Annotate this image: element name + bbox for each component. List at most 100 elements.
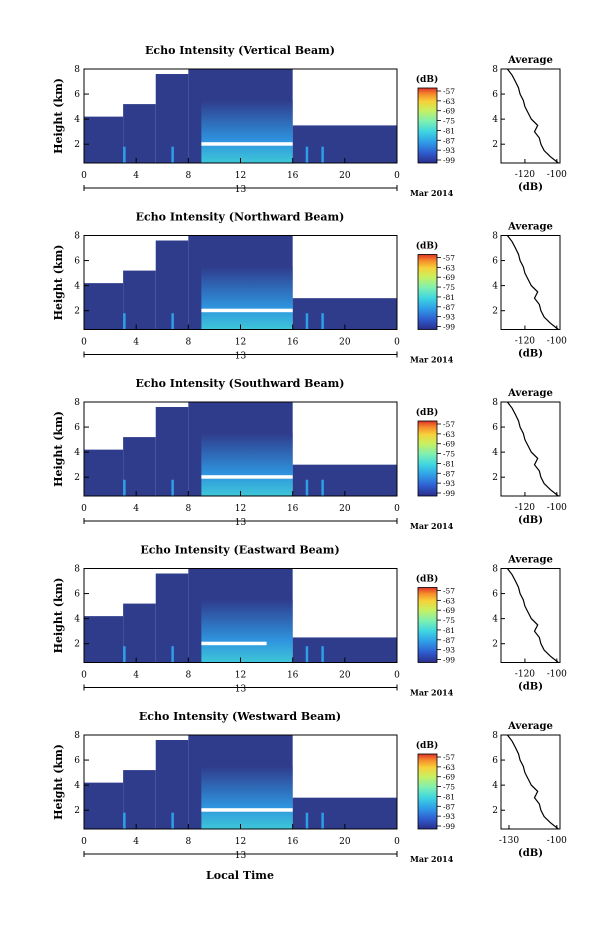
colorbar-tick-label: -99 [443,156,455,165]
heatmap-streak [123,812,126,829]
average-y-tick-label: 4 [492,615,498,625]
colorbar-unit: (dB) [416,740,438,751]
y-tick-label: 4 [74,115,80,125]
x-tick-label: 4 [133,837,139,847]
date-tick-label: 13 [235,185,247,195]
heatmap-region [292,125,397,163]
y-tick-label: 6 [74,423,80,433]
colorbar-tick-label: -57 [443,420,455,429]
heatmap-streak [321,646,324,663]
bright-layer [201,475,293,479]
x-tick-label: 8 [185,338,191,348]
average-title: Average [507,721,553,732]
heatmap-region [84,616,124,663]
colorbar-tick-label: -63 [443,97,455,106]
y-tick-label: 6 [74,590,80,600]
x-axis-label: Local Time [206,869,274,882]
bright-layer [201,142,293,146]
x-tick-label: 8 [185,171,191,181]
panel-5: Echo Intensity (Westward Beam) 2 4 6 8 Height… [52,710,567,864]
heatmap-streak [305,313,309,330]
colorbar-tick-label: -93 [443,479,455,488]
heatmap-streak [171,479,174,496]
average-title: Average [507,222,553,233]
heatmap-streak [171,646,174,663]
heatmap-streak [305,812,309,829]
colorbar-tick-label: -81 [443,626,455,635]
colorbar-tick-label: -99 [443,489,455,498]
average-y-tick-label: 8 [492,731,498,741]
x-tick-label: 0 [394,338,400,348]
average-y-tick-label: 4 [492,282,498,292]
x-tick-label: 16 [287,837,299,847]
average-x-tick-label: -120 [515,337,535,347]
bright-layer [201,808,293,812]
colorbar [417,87,438,164]
colorbar-tick-label: -87 [443,303,455,312]
x-tick-label: 16 [287,338,299,348]
colorbar-tick-label: -69 [443,107,455,116]
heatmap-streak [171,146,174,163]
colorbar-tick-label: -87 [443,636,455,645]
y-tick-label: 8 [74,65,80,75]
date-label: Mar 2014 [410,355,454,365]
colorbar-tick-label: -63 [443,263,455,272]
colorbar [417,254,438,330]
colorbar-tick-label: -75 [443,783,455,792]
colorbar [417,753,438,830]
colorbar-tick-label: -87 [443,136,455,145]
average-y-tick-label: 2 [492,307,498,317]
x-tick-label: 20 [339,171,351,181]
heatmap-streak [305,646,309,663]
y-axis-label: Height (km) [52,78,65,154]
y-tick-label: 4 [74,615,80,625]
average-profile-line [506,568,559,663]
colorbar-tick-label: -57 [443,87,455,96]
average-y-tick-label: 6 [492,756,498,766]
x-tick-label: 0 [81,837,87,847]
date-tick-label: 13 [235,518,247,528]
y-tick-label: 8 [74,565,80,575]
heatmap-region [84,283,124,330]
colorbar-tick-label: -63 [443,430,455,439]
panel-1: Echo Intensity (Vertical Beam) 2 4 6 8 Height… [52,44,567,198]
colorbar-tick-label: -99 [443,656,455,665]
colorbar-tick-label: -69 [443,273,455,282]
y-axis-label: Height (km) [52,245,65,321]
y-tick-label: 8 [74,398,80,408]
colorbar-tick-label: -81 [443,126,455,135]
average-y-tick-label: 6 [492,590,498,600]
average-x-label: (dB) [518,515,543,526]
colorbar-tick-label: -69 [443,773,455,782]
colorbar-unit: (dB) [416,74,438,85]
x-tick-label: 4 [133,171,139,181]
heatmap-region [123,603,156,663]
average-y-tick-label: 8 [492,232,498,242]
colorbar-tick-label: -81 [443,792,455,801]
heatmap-streak [321,812,324,829]
heatmap-region [123,270,156,330]
x-tick-label: 4 [133,504,139,514]
average-x-tick-label: -100 [547,836,567,846]
x-tick-label: 0 [394,504,400,514]
x-tick-label: 12 [235,671,246,681]
average-x-label: (dB) [518,848,543,859]
colorbar-tick-label: -99 [443,822,455,831]
heatmap-region [292,464,397,496]
average-profile-line [506,734,559,830]
colorbar [417,420,438,497]
panel-title: Echo Intensity (Northward Beam) [136,211,345,224]
colorbar-unit: (dB) [416,241,438,252]
colorbar-tick-label: -93 [443,812,455,821]
average-x-tick-label: -100 [547,337,567,347]
colorbar-tick-label: -69 [443,606,455,615]
x-tick-label: 20 [339,671,351,681]
average-frame [500,401,561,497]
heatmap-streak [305,479,309,496]
average-x-tick-label: -130 [499,836,519,846]
panel-title: Echo Intensity (Southward Beam) [136,377,345,390]
y-tick-label: 2 [74,140,80,150]
colorbar-tick-label: -99 [443,323,455,332]
panel-title: Echo Intensity (Eastward Beam) [140,544,339,557]
